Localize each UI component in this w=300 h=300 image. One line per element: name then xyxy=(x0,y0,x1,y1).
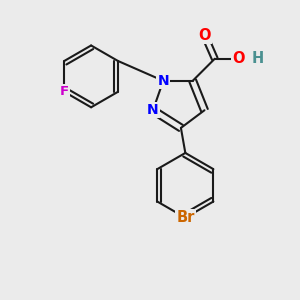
Text: N: N xyxy=(147,103,159,117)
Text: H: H xyxy=(251,51,264,66)
Text: O: O xyxy=(232,51,244,66)
Text: N: N xyxy=(158,74,169,88)
Text: F: F xyxy=(60,85,69,98)
Text: O: O xyxy=(198,28,211,43)
Text: Br: Br xyxy=(176,210,194,225)
